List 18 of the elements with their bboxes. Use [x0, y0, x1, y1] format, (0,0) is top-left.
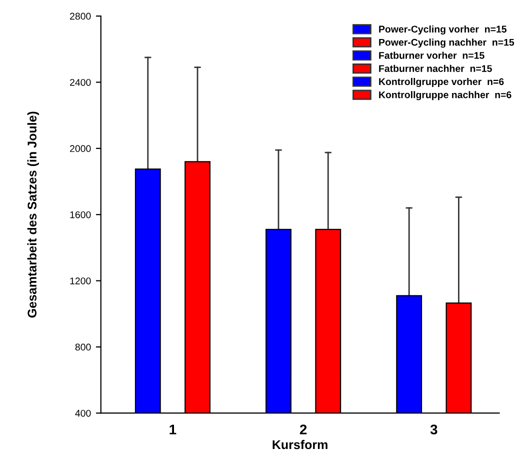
y-tick-label: 800 [75, 344, 91, 351]
y-tick-label: 1600 [70, 211, 91, 218]
x-tick-label: 2 [300, 424, 307, 434]
legend-label: Kontrollgruppe vorher n=6 [379, 78, 504, 88]
legend-label: Power-Cycling nachher n=15 [379, 38, 514, 48]
y-tick-label: 400 [75, 410, 91, 417]
y-tick-label: 2400 [70, 78, 91, 86]
legend-label: Kontrollgruppe nachher n=6 [379, 91, 512, 100]
x-tick-label: 1 [170, 424, 176, 434]
y-tick-label: 1200 [70, 277, 91, 284]
legend-label: Fatburner nachher n=15 [379, 64, 492, 72]
y-axis-title: Gesamtarbeit des Satzes (in Joule) [27, 112, 39, 318]
legend-label: Power-Cycling vorher n=15 [379, 25, 507, 35]
y-tick-label: 2800 [70, 12, 91, 20]
x-tick-label: 3 [430, 424, 438, 434]
y-tick-label: 2000 [70, 145, 91, 152]
legend-label: Fatburner vorher n=15 [379, 52, 484, 59]
x-axis-title: Kursform [272, 440, 328, 450]
